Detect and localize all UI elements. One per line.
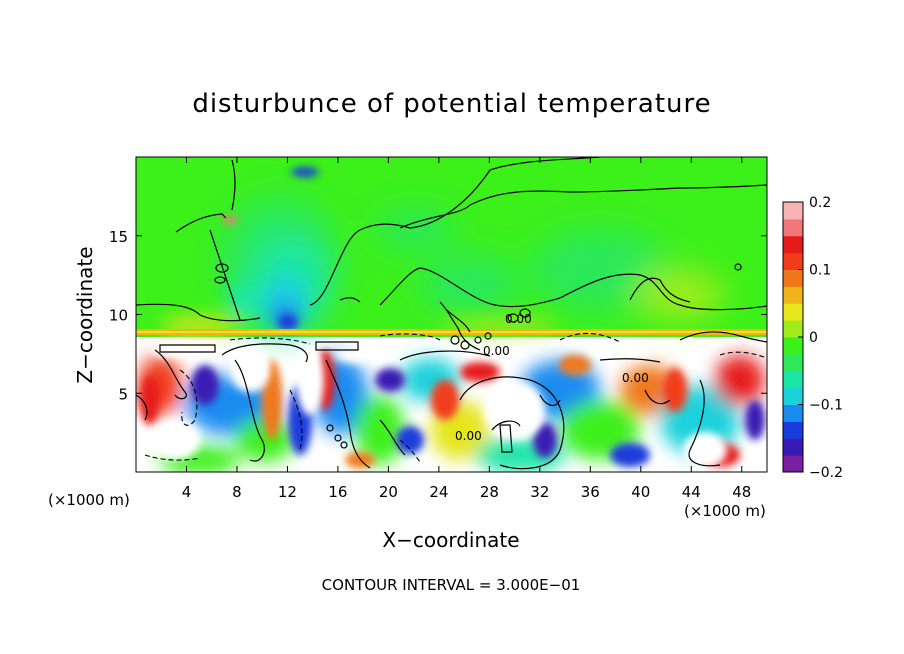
contour-label: 0.00 xyxy=(622,371,649,385)
x-tick-label: 16 xyxy=(328,483,347,501)
contour-interval-note: CONTOUR INTERVAL = 3.000E−01 xyxy=(322,576,581,594)
y-tick-label: 15 xyxy=(109,228,128,246)
contour-lines-dashed xyxy=(144,332,767,463)
colorbar-cell xyxy=(783,404,803,422)
colorbar-tick-label: 0.1 xyxy=(809,263,831,279)
x-tick-label: 48 xyxy=(732,483,751,501)
colorbar-tick-label: 0 xyxy=(809,330,818,346)
x-tick-label: 36 xyxy=(581,483,600,501)
y-axis: 5 10 15 xyxy=(109,228,767,403)
colorbar-tick-label: −0.2 xyxy=(809,465,843,481)
x-tick-label: 8 xyxy=(232,483,242,501)
colorbar-cell xyxy=(783,320,803,338)
x-tick-label: 12 xyxy=(278,483,297,501)
x-tick-label: 44 xyxy=(682,483,701,501)
y-tick-label: 10 xyxy=(109,307,128,325)
plot-area: 0.00 0.00 0.00 0.00 xyxy=(136,157,767,472)
x-tick-label: 24 xyxy=(429,483,448,501)
contour-labels: 0.00 0.00 0.00 0.00 xyxy=(455,312,649,443)
colorbar-tick-label: −0.1 xyxy=(809,398,843,414)
colorbar-cell xyxy=(783,370,803,389)
x-tick-label: 32 xyxy=(530,483,549,501)
x-tick-label: 40 xyxy=(631,483,650,501)
y-axis-label: Z−coordinate xyxy=(73,246,97,383)
colorbar-cell xyxy=(783,353,803,372)
x-axis: 4 8 12 16 20 24 28 32 36 40 44 48 xyxy=(182,157,751,501)
contour-label: 0.00 xyxy=(455,429,482,443)
colorbar-cell xyxy=(783,303,803,321)
x-axis-label: X−coordinate xyxy=(382,528,519,552)
heatmap-field xyxy=(136,157,767,472)
colorbar: 0.2 0.1 0 −0.1 −0.2 xyxy=(782,195,843,481)
x-tick-label: 28 xyxy=(480,483,499,501)
x-tick-label: 20 xyxy=(379,483,398,501)
colorbar-cell xyxy=(783,202,803,220)
x-unit-left: (×1000 m) xyxy=(48,491,130,509)
colorbar-cell xyxy=(783,269,803,287)
chart-title: disturbunce of potential temperature xyxy=(192,89,711,119)
contour-label: 0.00 xyxy=(505,312,532,326)
colorbar-cell xyxy=(783,286,803,304)
colorbar-cell xyxy=(783,455,803,473)
contour-lines xyxy=(136,157,767,470)
colorbar-cell xyxy=(783,235,803,254)
colorbar-cell xyxy=(783,337,803,355)
y-tick-label: 5 xyxy=(118,385,128,403)
contour-label: 0.00 xyxy=(483,344,510,358)
colorbar-cell xyxy=(783,421,803,439)
colorbar-cell xyxy=(783,252,803,270)
x-unit-right: (×1000 m) xyxy=(684,502,766,520)
colorbar-cell xyxy=(783,387,803,405)
colorbar-cell xyxy=(783,218,803,237)
x-tick-label: 4 xyxy=(182,483,192,501)
colorbar-cell xyxy=(783,438,803,456)
colorbar-tick-label: 0.2 xyxy=(809,195,831,211)
